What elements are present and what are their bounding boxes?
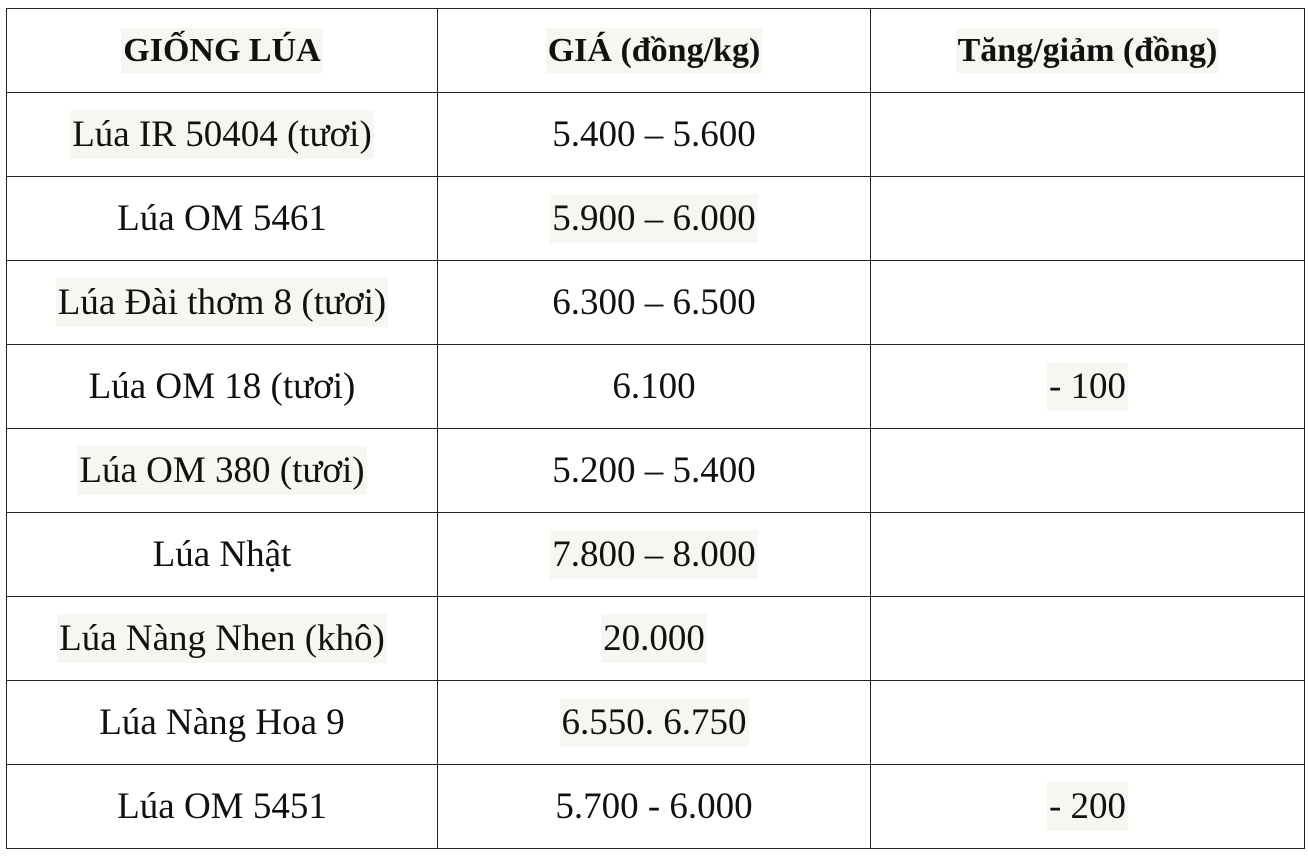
cell-text: Lúa Nàng Hoa 9 (99, 702, 345, 743)
header-text: GIỐNG LÚA (121, 27, 323, 73)
header-row: GIỐNG LÚA GIÁ (đồng/kg) Tăng/giảm (đồng) (6, 8, 1305, 93)
table-row: Lúa OM 5451 5.700 - 6.000 - 200 (6, 764, 1305, 849)
header-cell: GIÁ (đồng/kg) (437, 8, 871, 93)
cell-text: - 200 (1046, 782, 1129, 831)
table-body: Lúa IR 50404 (tươi) 5.400 – 5.600 Lúa OM 5… (6, 92, 1305, 849)
header-cell: Tăng/giảm (đồng) (870, 8, 1305, 93)
price-table: GIỐNG LÚA GIÁ (đồng/kg) Tăng/giảm (đồng) L… (6, 8, 1305, 849)
table-cell: Lúa OM 5461 (6, 176, 438, 261)
table-row: Lúa IR 50404 (tươi) 5.400 – 5.600 (6, 92, 1305, 177)
cell-text: 5.900 – 6.000 (550, 194, 758, 243)
table-cell: Lúa Nhật (6, 512, 438, 597)
header-cell: GIỐNG LÚA (6, 8, 438, 93)
cell-text: Lúa OM 380 (tươi) (77, 446, 367, 495)
table-cell: 6.550. 6.750 (437, 680, 871, 765)
cell-text: 5.200 – 5.400 (552, 450, 756, 491)
table-cell: Lúa Nàng Hoa 9 (6, 680, 438, 765)
cell-text: 6.550. 6.750 (559, 698, 749, 747)
table-row: Lúa Nàng Nhen (khô) 20.000 (6, 596, 1305, 681)
table-cell: - 200 (870, 764, 1305, 849)
table-cell: Lúa Nàng Nhen (khô) (6, 596, 438, 681)
table-row: Lúa OM 380 (tươi) 5.200 – 5.400 (6, 428, 1305, 513)
table-cell: 5.400 – 5.600 (437, 92, 871, 177)
table-cell: Lúa OM 5451 (6, 764, 438, 849)
table-cell: 20.000 (437, 596, 871, 681)
table-cell (870, 596, 1305, 681)
header-text: GIÁ (đồng/kg) (545, 27, 763, 73)
table-cell (870, 92, 1305, 177)
cell-text: 5.700 - 6.000 (555, 786, 753, 827)
cell-text: 7.800 – 8.000 (550, 530, 758, 579)
table-cell: Lúa OM 18 (tươi) (6, 344, 438, 429)
cell-text: Lúa Đài thơm 8 (tươi) (55, 278, 389, 327)
table-cell (870, 428, 1305, 513)
table-row: Lúa OM 18 (tươi) 6.100 - 100 (6, 344, 1305, 429)
table-cell: Lúa IR 50404 (tươi) (6, 92, 438, 177)
cell-text: 5.400 – 5.600 (552, 114, 756, 155)
cell-text: Lúa IR 50404 (tươi) (70, 110, 374, 159)
cell-text: Lúa Nhật (152, 534, 292, 575)
table-row: Lúa Nàng Hoa 9 6.550. 6.750 (6, 680, 1305, 765)
table-cell: 5.700 - 6.000 (437, 764, 871, 849)
table-row: Lúa Nhật 7.800 – 8.000 (6, 512, 1305, 597)
table-cell: 6.100 (437, 344, 871, 429)
cell-text: Lúa Nàng Nhen (khô) (57, 614, 387, 663)
cell-text: 6.100 (612, 366, 696, 407)
header-text: Tăng/giảm (đồng) (955, 27, 1220, 73)
table-cell: Lúa OM 380 (tươi) (6, 428, 438, 513)
table-cell (870, 680, 1305, 765)
table-row: Lúa OM 5461 5.900 – 6.000 (6, 176, 1305, 261)
table-cell (870, 260, 1305, 345)
table-cell (870, 512, 1305, 597)
table-cell: 7.800 – 8.000 (437, 512, 871, 597)
table-cell: 6.300 – 6.500 (437, 260, 871, 345)
table-cell: 5.900 – 6.000 (437, 176, 871, 261)
table-cell: Lúa Đài thơm 8 (tươi) (6, 260, 438, 345)
table-cell: 5.200 – 5.400 (437, 428, 871, 513)
cell-text: - 100 (1046, 362, 1129, 411)
cell-text: 6.300 – 6.500 (552, 282, 756, 323)
table-row: Lúa Đài thơm 8 (tươi) 6.300 – 6.500 (6, 260, 1305, 345)
table-cell (870, 176, 1305, 261)
cell-text: Lúa OM 18 (tươi) (88, 366, 356, 407)
cell-text: 20.000 (601, 614, 707, 663)
cell-text: Lúa OM 5461 (117, 198, 327, 239)
table-cell: - 100 (870, 344, 1305, 429)
cell-text: Lúa OM 5451 (117, 786, 327, 827)
